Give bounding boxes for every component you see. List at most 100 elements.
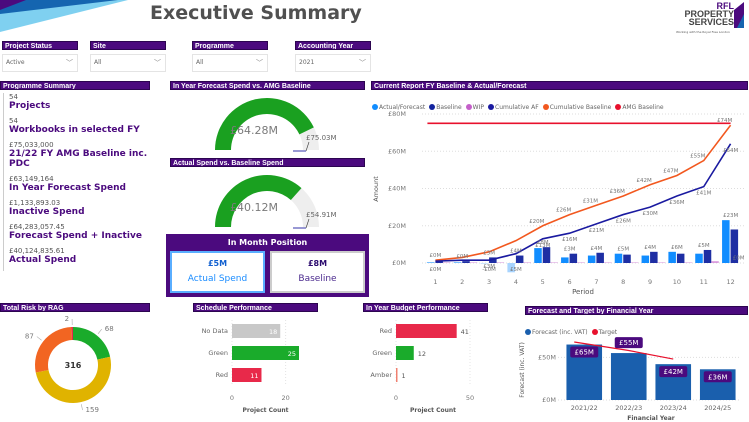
in-month-baseline-card[interactable]: £8M Baseline: [270, 251, 365, 293]
bar-wip: [442, 262, 451, 263]
in-month-position-panel: In Month Position £5M Actual Spend £8M B…: [166, 234, 369, 297]
category-label: Red: [216, 371, 228, 379]
filter-dropdown-3[interactable]: 2021 ﹀: [295, 54, 371, 72]
legend-item[interactable]: Cumulative AF: [488, 104, 539, 111]
summary-value: £40,124,835.61: [9, 247, 65, 255]
programme-summary-header: Programme Summary: [0, 81, 150, 90]
donut-leader: [97, 328, 103, 334]
wip-data-label: £0M: [733, 255, 745, 261]
in-month-actual-card[interactable]: £5M Actual Spend: [170, 251, 265, 293]
rfl-logo: RFL PROPERTY SERVICES Working with the R…: [676, 2, 746, 36]
hbar: [396, 346, 414, 360]
hbar: [232, 346, 299, 360]
bar-wip: [711, 261, 719, 263]
legend-label: WIP: [472, 103, 484, 111]
logo-text-property: PROPERTY: [684, 9, 734, 19]
budget-performance-chart: 0 50 Project Count Red 41 Green 12 Amber 1: [370, 320, 474, 414]
x-axis-title: Financial Year: [627, 415, 674, 422]
filter-dropdown-2[interactable]: All ﹀: [192, 54, 268, 72]
bar-wip: [469, 262, 478, 263]
gauge2-header: Actual Spend vs. Baseline Spend: [170, 158, 365, 167]
bar-actual-forecast: [668, 251, 676, 263]
y-axis-title: Forecast (inc. VAT): [519, 342, 526, 398]
donut-center-total: 316: [65, 361, 82, 370]
in-month-baseline-label: Baseline: [298, 274, 337, 284]
x-tick-label: 11: [700, 278, 708, 286]
summary-label: Workbooks in selected FY: [9, 125, 140, 135]
legend-dot-icon: [372, 104, 378, 110]
x-tick-label: 2022/23: [615, 404, 642, 412]
summary-label: Forecast Spend + Inactive: [9, 231, 142, 241]
bar-data-label: £3M: [483, 250, 495, 256]
programme-summary-list: 54 Projects 54 Workbooks in selected FY £75,…: [3, 93, 163, 271]
cum-af-data-label: £16M: [562, 237, 577, 243]
legend-item[interactable]: Cumulative Baseline: [542, 104, 611, 111]
donut-leader: [80, 404, 83, 411]
cumulative-af-line: [435, 143, 732, 262]
legend-item[interactable]: AMG Baseline: [615, 104, 664, 111]
y-tick-label: £80M: [388, 110, 406, 118]
filter-label-0: Project Status: [2, 41, 78, 50]
gauge1-value: £64.28M: [230, 124, 278, 137]
summary-item: £75,033,000 21/22 FY AMG Baseline inc. PD…: [9, 141, 163, 169]
bar-wip: [603, 262, 612, 263]
legend-item[interactable]: WIP: [465, 103, 484, 111]
legend-label: Actual/Forecast: [379, 103, 426, 111]
category-label: Amber: [370, 371, 392, 379]
in-month-baseline-value: £8M: [307, 259, 328, 268]
summary-value: 54: [9, 93, 18, 101]
summary-item: £40,124,835.61 Actual Spend: [9, 247, 163, 265]
x-tick-label: 8: [621, 278, 625, 286]
x-tick-label: 2021/22: [571, 404, 598, 412]
legend-item[interactable]: Forecast (inc. VAT): [525, 329, 588, 336]
donut-slice: [71, 327, 73, 341]
legend-item[interactable]: Baseline: [429, 103, 462, 111]
cum-baseline-data-label: £42M: [636, 178, 651, 184]
category-label: Red: [380, 327, 392, 335]
schedule-performance-chart: 0 20 Project Count No Data 18 Green 25 Red 11: [202, 320, 299, 414]
x-tick-label: 2: [460, 278, 464, 286]
donut-leader: [36, 336, 42, 341]
filter-dropdown-1[interactable]: All ﹀: [90, 54, 166, 72]
filter-value: All: [94, 59, 102, 66]
bar-baseline: [703, 249, 712, 263]
bar-data-label: £23M: [723, 213, 738, 219]
gauge1-max: £75.03M: [306, 134, 337, 142]
bar-baseline: [569, 253, 578, 263]
x-tick-label: 5: [541, 278, 545, 286]
bar-data-label: £8M: [537, 240, 549, 246]
bar-data-label: 25: [288, 350, 296, 358]
legend-item[interactable]: Target: [591, 328, 618, 336]
summary-label: 21/22 FY AMG Baseline inc. PDC: [9, 149, 148, 169]
cum-af-data-label: £30M: [642, 211, 657, 217]
y-tick-label: £40M: [388, 185, 406, 193]
legend-label: Target: [598, 328, 618, 336]
forecast-bar: [610, 353, 647, 400]
bar-actual-forecast: [587, 255, 596, 263]
bar-wip: [630, 262, 639, 263]
cum-baseline-data-label: £74M: [717, 118, 732, 124]
summary-item: 54 Projects: [9, 93, 163, 111]
summary-label: In Year Forecast Spend: [9, 183, 126, 193]
filter-label-3: Accounting Year: [295, 41, 371, 50]
bar-data-label: £5M: [698, 243, 710, 249]
legend-label: Baseline: [436, 103, 462, 111]
chevron-down-icon: ﹀: [256, 59, 263, 67]
header-banner-graphic: [0, 0, 128, 32]
legend-dot-icon: [525, 329, 531, 335]
cum-baseline-data-label: £26M: [556, 208, 571, 214]
summary-item: £63,149,164 In Year Forecast Spend: [9, 175, 163, 193]
bar-wip: [577, 262, 585, 263]
bar-data-label: 12: [418, 350, 426, 358]
cum-af-data-label: £3M: [483, 264, 495, 270]
x-tick-label: 4: [514, 278, 518, 286]
cum-baseline-data-label: £20M: [529, 219, 544, 225]
summary-item: £1,133,893.03 Inactive Spend: [9, 199, 163, 217]
x-tick-label: 50: [466, 394, 474, 402]
legend-item[interactable]: Actual/Forecast: [372, 104, 425, 111]
bar-data-label: £4M: [644, 245, 656, 251]
bar-data-label: £4M: [510, 249, 522, 255]
bar-wip: [523, 262, 531, 263]
filter-dropdown-0[interactable]: Active ﹀: [2, 54, 78, 72]
gauge2-value: £40.12M: [230, 201, 278, 214]
